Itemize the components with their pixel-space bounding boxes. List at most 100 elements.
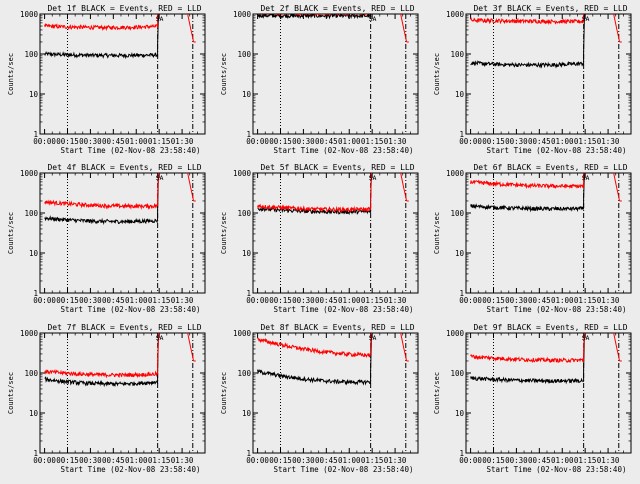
- y-tick-label: 1000: [20, 329, 39, 338]
- y-tick-label: 10: [455, 409, 465, 418]
- x-tick-label: 00:45: [528, 296, 551, 305]
- y-tick-label: 100: [237, 209, 251, 218]
- x-tick-label: 00:00: [246, 137, 269, 146]
- y-tick-label: 1: [459, 449, 464, 458]
- x-tick-label: 00:30: [292, 456, 315, 465]
- chart-panel-6: Det 6f BLACK = Events, RED = LLD Counts/s…: [433, 163, 632, 314]
- y-tick-label: 10: [455, 249, 465, 258]
- y-tick-label: 100: [237, 50, 251, 59]
- x-tick-label: 00:15: [56, 137, 79, 146]
- x-tick-label: 01:15: [574, 456, 597, 465]
- plot-frame: [252, 172, 419, 294]
- y-tick-label: 1: [246, 289, 251, 298]
- x-tick-label: 01:15: [574, 296, 597, 305]
- x-tick-label: 00:00: [246, 296, 269, 305]
- x-tick-label: 00:15: [482, 456, 505, 465]
- y-tick-label: 100: [450, 209, 464, 218]
- plot-frame: [39, 332, 206, 454]
- series-lld-recovery: [187, 173, 196, 202]
- x-tick-label: 01:30: [171, 137, 194, 146]
- x-axis-label: Start Time (02-Nov-08 23:58:40): [487, 305, 627, 314]
- y-axis-label: Counts/sec: [220, 53, 228, 95]
- y-tick-label: 100: [450, 50, 464, 59]
- x-tick-label: 00:45: [528, 137, 551, 146]
- chart-panel-1: Det 1f BLACK = Events, RED = LLD Counts/s…: [7, 4, 206, 155]
- x-tick-label: 01:15: [361, 137, 384, 146]
- x-tick-label: 00:00: [459, 137, 482, 146]
- x-tick-label: 01:00: [551, 296, 574, 305]
- series-lld-recovery: [187, 333, 196, 362]
- chart-panel-3: Det 3f BLACK = Events, RED = LLD Counts/s…: [433, 4, 632, 155]
- series-line-events: [257, 173, 372, 216]
- x-tick-label: 01:30: [384, 456, 407, 465]
- y-axis-label: Counts/sec: [433, 212, 441, 254]
- y-tick-label: 1000: [20, 169, 39, 178]
- x-tick-label: 01:00: [338, 296, 361, 305]
- y-tick-label: 10: [242, 90, 252, 99]
- y-tick-label: 1: [246, 130, 251, 139]
- sa-marker-label: SA: [582, 174, 590, 182]
- y-tick-label: 1: [33, 449, 38, 458]
- series-lld-recovery: [400, 333, 409, 362]
- plot-frame: [39, 172, 206, 294]
- series-lld-recovery: [400, 14, 409, 43]
- x-tick-label: 00:30: [292, 296, 315, 305]
- x-tick-label: 00:15: [269, 456, 292, 465]
- y-tick-label: 1: [33, 130, 38, 139]
- chart-panel-7: Det 7f BLACK = Events, RED = LLD Counts/s…: [7, 323, 206, 474]
- x-tick-label: 00:15: [56, 456, 79, 465]
- plot-area: [44, 173, 196, 293]
- series-lld-recovery: [400, 173, 409, 202]
- x-tick-label: 01:30: [171, 296, 194, 305]
- y-tick-label: 1000: [446, 10, 465, 19]
- series-lld-recovery: [613, 173, 622, 202]
- plot-frame: [252, 332, 419, 454]
- x-tick-label: 00:30: [292, 137, 315, 146]
- y-tick-label: 1000: [446, 329, 465, 338]
- x-tick-label: 00:15: [482, 137, 505, 146]
- y-tick-label: 1: [459, 289, 464, 298]
- y-tick-label: 100: [24, 369, 38, 378]
- x-tick-label: 00:00: [246, 456, 269, 465]
- x-tick-label: 00:45: [315, 137, 338, 146]
- y-tick-label: 10: [29, 249, 39, 258]
- x-tick-label: 00:30: [79, 456, 102, 465]
- plot-frame: [465, 172, 632, 294]
- x-tick-label: 01:00: [125, 296, 148, 305]
- x-tick-label: 00:00: [33, 456, 56, 465]
- series-line-events: [44, 173, 159, 226]
- series-line-events: [44, 14, 159, 60]
- series-line-events: [470, 333, 585, 385]
- x-tick-label: 01:30: [384, 296, 407, 305]
- sa-marker-label: SA: [582, 15, 590, 23]
- y-tick-label: 1000: [20, 10, 39, 19]
- series-line-lld: [257, 333, 372, 359]
- series-line-lld: [470, 333, 585, 364]
- x-tick-label: 01:30: [597, 296, 620, 305]
- plot-frame: [39, 13, 206, 135]
- x-axis-label: Start Time (02-Nov-08 23:58:40): [274, 465, 414, 474]
- y-tick-label: 10: [29, 409, 39, 418]
- y-tick-label: 1000: [233, 329, 252, 338]
- sa-marker-label: SA: [156, 15, 164, 23]
- chart-title: Det 8f BLACK = Events, RED = LLD: [260, 323, 414, 332]
- x-tick-label: 00:00: [459, 296, 482, 305]
- x-tick-label: 01:00: [551, 456, 574, 465]
- series-line-lld: [44, 14, 159, 32]
- x-axis-label: Start Time (02-Nov-08 23:58:40): [274, 146, 414, 155]
- y-tick-label: 10: [242, 409, 252, 418]
- y-tick-label: 10: [242, 249, 252, 258]
- y-tick-label: 1: [246, 449, 251, 458]
- x-tick-label: 00:30: [505, 137, 528, 146]
- chart-panel-5: Det 5f BLACK = Events, RED = LLD Counts/s…: [220, 163, 419, 314]
- y-tick-label: 10: [455, 90, 465, 99]
- series-line-events: [470, 14, 585, 69]
- x-tick-label: 00:45: [528, 456, 551, 465]
- series-lld-recovery: [613, 14, 622, 43]
- x-tick-label: 01:30: [171, 456, 194, 465]
- y-tick-label: 100: [237, 369, 251, 378]
- plot-area: [257, 173, 409, 293]
- y-tick-label: 100: [24, 50, 38, 59]
- x-tick-label: 01:30: [384, 137, 407, 146]
- sa-marker-label: SA: [369, 15, 377, 23]
